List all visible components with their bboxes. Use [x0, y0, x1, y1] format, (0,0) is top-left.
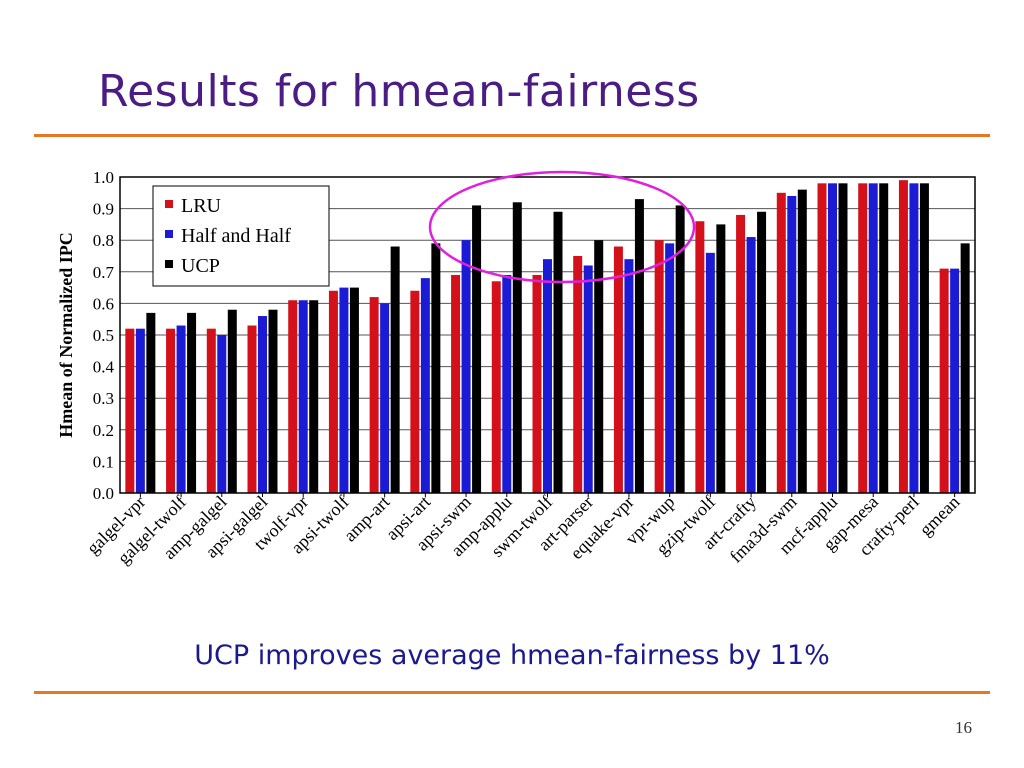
slide-caption: UCP improves average hmean-fairness by 1… — [194, 640, 830, 671]
bar-lru-amp-applu — [491, 281, 501, 493]
bar-lru-fma3d-swm — [776, 192, 786, 494]
bar-ucp-apsi-art — [431, 243, 441, 493]
page-number: 16 — [955, 718, 972, 737]
bar-half-and-half-art-parser — [583, 265, 593, 493]
bar-ucp-twolf-vpr — [309, 300, 319, 493]
legend-label: UCP — [181, 255, 220, 277]
bar-lru-galgel-vpr — [125, 328, 135, 493]
category-labels: galgel-vprgalgel-twolfamp-galgelapsi-gal… — [83, 492, 964, 568]
bar-lru-mcf-applu — [817, 183, 827, 493]
y-tick-label: 1.0 — [93, 168, 114, 187]
y-tick-label: 0.8 — [93, 231, 114, 250]
y-axis-title: Hmean of Normalized IPC — [56, 232, 76, 437]
x-tick-label: amp-art — [340, 492, 394, 546]
bar-ucp-gmean — [960, 243, 970, 493]
bar-lru-equake-vpr — [613, 246, 623, 493]
bar-chart: 0.0 0.1 0.2 0.3 0.4 0.5 0.6 0.7 0.8 0.9 1.0 Hmean o… — [56, 168, 976, 568]
bar-ucp-galgel-vpr — [146, 312, 156, 493]
legend-box — [152, 185, 330, 287]
bar-half-and-half-crafty-perl — [909, 183, 919, 493]
legend-label: LRU — [181, 195, 222, 217]
y-tick-label: 0.2 — [93, 421, 114, 440]
bar-half-and-half-apsi-galgel — [258, 316, 267, 493]
highlight-ellipse-shape — [428, 170, 696, 284]
bar-lru-vpr-wup — [654, 240, 664, 493]
bar-ucp-vpr-wup — [675, 205, 685, 493]
bar-half-and-half-gap-mesa — [868, 183, 878, 493]
y-tick-label: 0.6 — [93, 294, 114, 313]
bar-lru-amp-art — [369, 297, 379, 493]
bar-half-and-half-apsi-twolf — [339, 287, 349, 493]
bar-half-and-half-mcf-applu — [828, 183, 837, 493]
bar-lru-apsi-galgel — [247, 325, 257, 493]
legend-swatch — [165, 260, 173, 268]
bar-lru-galgel-twolf — [166, 328, 176, 493]
bar-half-and-half-vpr-wup — [665, 243, 675, 493]
bar-lru-gzip-twolf — [695, 221, 705, 493]
bar-lru-swm-twolf — [532, 274, 542, 493]
bar-half-and-half-gzip-twolf — [705, 252, 715, 493]
bar-half-and-half-art-crafty — [746, 237, 756, 493]
bar-ucp-apsi-twolf — [349, 287, 359, 493]
bar-half-and-half-amp-galgel — [217, 335, 227, 493]
bar-lru-crafty-perl — [898, 180, 908, 493]
legend-swatch — [165, 230, 173, 238]
x-tick-label: gmean — [915, 492, 963, 540]
bar-ucp-equake-vpr — [634, 199, 644, 493]
bar-ucp-galgel-twolf — [187, 312, 197, 493]
bar-ucp-art-crafty — [757, 211, 767, 493]
bar-half-and-half-amp-applu — [502, 274, 512, 493]
bar-lru-apsi-twolf — [328, 290, 338, 493]
bar-half-and-half-gmean — [950, 268, 960, 493]
bar-half-and-half-twolf-vpr — [298, 300, 308, 493]
top-divider — [34, 134, 990, 137]
bar-lru-apsi-art — [410, 290, 420, 493]
bar-half-and-half-galgel-vpr — [135, 328, 145, 493]
bar-ucp-gap-mesa — [879, 183, 889, 493]
axes: 0.0 0.1 0.2 0.3 0.4 0.5 0.6 0.7 0.8 0.9 1.0 Hmean o… — [56, 168, 976, 503]
bar-lru-gmean — [939, 268, 949, 493]
bar-ucp-amp-applu — [512, 202, 522, 493]
slide-title: Results for hmean-fairness — [98, 66, 700, 117]
bar-lru-art-parser — [573, 256, 583, 493]
bar-half-and-half-apsi-swm — [461, 240, 471, 493]
bar-ucp-swm-twolf — [553, 211, 563, 493]
bar-lru-amp-galgel — [206, 328, 216, 493]
bar-ucp-apsi-galgel — [268, 309, 278, 493]
legend-swatch — [165, 200, 173, 208]
bar-series — [125, 180, 970, 494]
y-tick-label: 0.3 — [93, 389, 114, 408]
bar-half-and-half-amp-art — [380, 303, 390, 493]
bar-ucp-art-parser — [594, 240, 604, 493]
bar-lru-art-crafty — [736, 214, 746, 494]
bar-half-and-half-fma3d-swm — [787, 195, 797, 493]
bar-half-and-half-equake-vpr — [624, 259, 634, 493]
legend: LRU Half and Half UCP — [152, 185, 330, 287]
y-tick-label: 0.5 — [93, 326, 114, 345]
bar-half-and-half-apsi-art — [420, 278, 430, 493]
bar-ucp-apsi-swm — [472, 205, 482, 493]
bar-lru-apsi-swm — [451, 274, 461, 493]
y-tick-label: 0.4 — [93, 358, 115, 377]
bar-half-and-half-galgel-twolf — [176, 325, 186, 493]
bar-ucp-amp-art — [390, 246, 400, 493]
bar-ucp-crafty-perl — [919, 183, 929, 493]
y-tick-label: 0.1 — [93, 452, 114, 471]
bar-lru-twolf-vpr — [288, 300, 298, 493]
legend-label: Half and Half — [181, 225, 291, 247]
bar-half-and-half-swm-twolf — [543, 259, 552, 493]
y-tick-label: 0.9 — [93, 200, 114, 219]
bar-lru-gap-mesa — [858, 183, 868, 493]
bar-ucp-mcf-applu — [838, 183, 848, 493]
bar-ucp-gzip-twolf — [716, 224, 726, 493]
bar-ucp-amp-galgel — [227, 309, 237, 493]
bar-ucp-fma3d-swm — [797, 189, 807, 493]
highlight-ellipse — [428, 170, 696, 284]
y-tick-label: 0.7 — [93, 263, 115, 282]
bottom-divider — [34, 691, 990, 694]
y-tick-label: 0.0 — [93, 484, 114, 503]
